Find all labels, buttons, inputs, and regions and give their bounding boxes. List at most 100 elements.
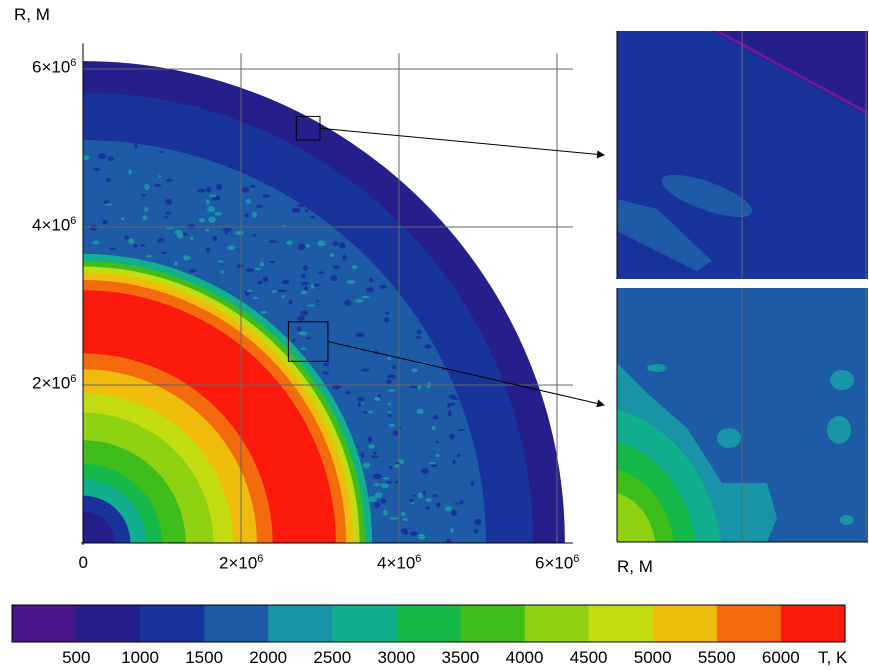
spot [378, 284, 388, 289]
spot [454, 502, 460, 505]
spot [306, 304, 316, 307]
spot [213, 197, 220, 200]
spot [392, 430, 400, 436]
spot [142, 215, 148, 221]
spot [436, 501, 441, 508]
spot [394, 480, 399, 484]
colorbar-segment [268, 605, 333, 642]
spot [217, 260, 224, 263]
spot [374, 492, 383, 498]
spot [300, 290, 308, 295]
zoom-inner-blob [717, 428, 741, 448]
spot [450, 402, 456, 406]
spot [345, 391, 351, 395]
spot [133, 244, 138, 248]
spot [269, 260, 276, 264]
spot [212, 235, 218, 242]
spot [330, 274, 338, 282]
y-axis-title: R, M [14, 5, 50, 24]
spot [128, 169, 132, 175]
spot [83, 155, 90, 160]
spot [392, 364, 396, 370]
spot [428, 461, 436, 465]
x-tick-label: 2×106 [219, 553, 264, 573]
spot [205, 228, 210, 232]
spot [373, 473, 382, 480]
spot [102, 219, 108, 225]
colorbar-segment [204, 605, 269, 642]
spot [383, 316, 390, 323]
colorbar-segment [76, 605, 141, 642]
colorbar-tick-label: 4000 [505, 648, 544, 667]
spot [205, 186, 212, 193]
outer-zoom-source-box [295, 115, 321, 141]
colorbar-tick-label: 4500 [569, 648, 608, 667]
y-tick-label: 6×106 [32, 57, 77, 77]
spot [411, 368, 419, 373]
spot [159, 151, 164, 154]
spot [435, 454, 440, 457]
spot [380, 482, 389, 489]
spot [208, 216, 216, 223]
spot [397, 425, 402, 429]
spot [394, 464, 400, 468]
y-tick-label: 4×106 [32, 215, 77, 235]
spot [296, 203, 305, 208]
zoom-inner-blob [647, 364, 667, 372]
spot [176, 232, 184, 239]
spot [342, 254, 347, 261]
spot [450, 397, 460, 401]
spot [214, 211, 222, 216]
spot [441, 368, 446, 371]
spot [141, 194, 147, 197]
spot [470, 480, 475, 487]
spot [245, 268, 255, 273]
spot [422, 490, 426, 496]
spot [187, 255, 191, 260]
spot [302, 265, 309, 271]
zoom-arrow [319, 127, 605, 159]
spot [244, 214, 249, 218]
spot [354, 298, 364, 303]
spot [108, 247, 117, 251]
spot [305, 244, 310, 248]
spot [449, 433, 455, 440]
spot [249, 184, 257, 188]
spot [404, 530, 408, 536]
spot [207, 206, 216, 213]
outer-zoom [616, 31, 868, 279]
spot [389, 517, 399, 520]
spot [416, 408, 424, 414]
inner-zoom [616, 288, 868, 543]
spot [456, 453, 461, 458]
spot [382, 477, 390, 480]
spot [259, 310, 267, 314]
spot [235, 230, 244, 236]
colorbar-segment [12, 605, 77, 642]
spot [332, 265, 340, 269]
spot [161, 251, 168, 254]
spot [254, 267, 262, 271]
spot [409, 498, 414, 503]
spot [367, 410, 374, 414]
spot [105, 177, 112, 183]
spot [246, 289, 253, 292]
colorbar-segment [716, 605, 782, 642]
temperature-zones [83, 61, 565, 543]
spot [430, 464, 438, 468]
spot [452, 459, 456, 465]
colorbar-segment [396, 605, 462, 642]
spot [332, 240, 339, 246]
colorbar-tick-label: 500 [62, 648, 91, 667]
spot [158, 175, 162, 178]
spot [380, 498, 387, 504]
spot [329, 253, 335, 258]
colorbar-tick-label: 5000 [633, 648, 672, 667]
spot [387, 402, 391, 406]
spot [222, 227, 232, 232]
spot [257, 280, 263, 285]
spot [377, 394, 382, 398]
spot [385, 481, 393, 484]
spot [157, 238, 165, 243]
spot [166, 178, 173, 182]
